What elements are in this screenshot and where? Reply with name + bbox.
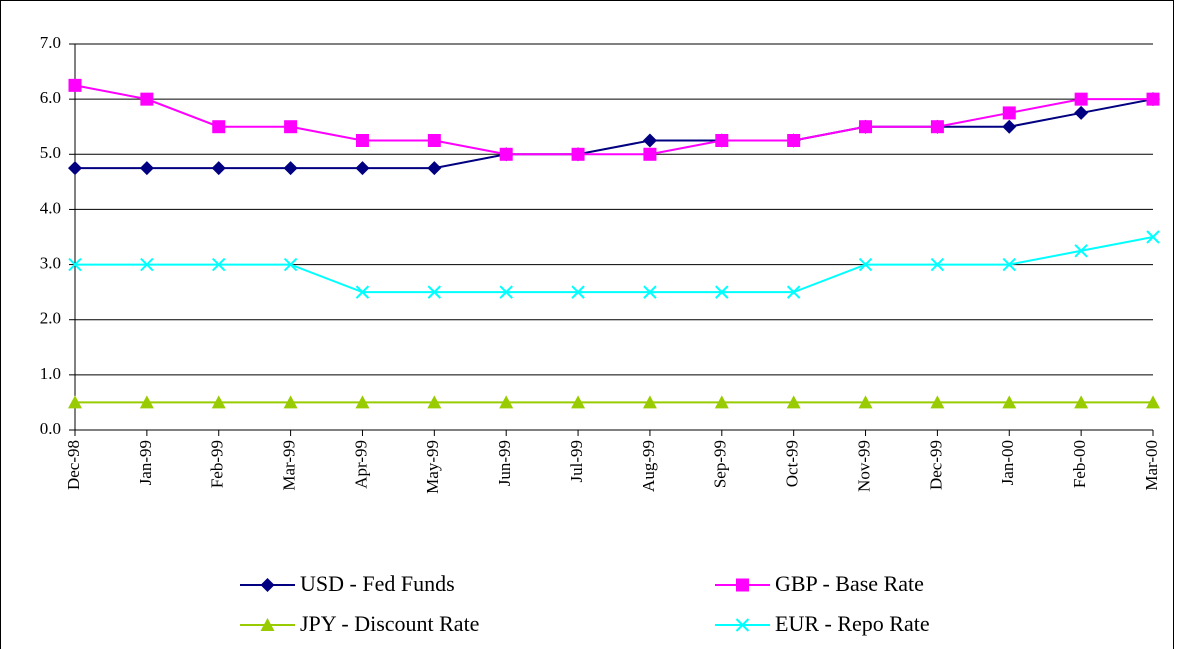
x-tick-label: May-99: [423, 440, 442, 494]
x-tick-label: Jul-99: [567, 440, 586, 483]
x-tick-label: Mar-00: [1142, 440, 1161, 491]
series-line: [75, 236, 1154, 294]
marker: [858, 395, 873, 409]
marker: [930, 395, 945, 409]
marker: [211, 161, 226, 176]
x-tick-label: Mar-99: [280, 440, 299, 491]
marker: [859, 120, 873, 134]
marker: [1002, 395, 1017, 409]
marker: [571, 147, 585, 161]
marker: [714, 395, 729, 409]
marker: [427, 395, 442, 409]
legend-label: JPY - Discount Rate: [300, 611, 479, 636]
marker: [355, 285, 370, 299]
marker: [139, 161, 154, 176]
marker: [1074, 105, 1089, 120]
y-tick-label: 4.0: [40, 198, 61, 217]
marker: [355, 161, 370, 176]
marker: [1146, 230, 1160, 244]
y-tick-label: 7.0: [40, 33, 61, 52]
y-tick-label: 0.0: [40, 419, 61, 438]
marker: [1074, 92, 1088, 106]
marker: [283, 257, 298, 272]
x-tick-label: Apr-99: [351, 440, 370, 489]
marker: [68, 161, 82, 176]
marker: [1146, 395, 1160, 409]
marker: [499, 147, 513, 161]
marker: [355, 134, 369, 147]
marker: [643, 147, 657, 161]
marker: [642, 395, 657, 409]
marker: [736, 578, 749, 592]
marker: [571, 395, 586, 409]
marker: [735, 618, 750, 632]
marker: [212, 257, 226, 272]
marker: [499, 285, 513, 299]
marker: [140, 257, 154, 272]
x-tick-label: Jan-99: [136, 440, 155, 485]
x-tick-label: Feb-99: [208, 440, 227, 488]
marker: [930, 120, 944, 134]
x-tick-label: Nov-99: [854, 440, 873, 492]
series-line: [74, 84, 1153, 156]
marker: [283, 395, 298, 409]
marker: [1146, 92, 1160, 106]
marker: [284, 120, 298, 134]
x-tick-label: Oct-99: [783, 440, 802, 487]
y-tick-label: 1.0: [40, 364, 61, 383]
marker: [715, 285, 729, 299]
y-tick-label: 6.0: [40, 88, 61, 107]
marker: [139, 395, 154, 409]
legend-label: GBP - Base Rate: [775, 571, 924, 596]
marker: [858, 257, 873, 272]
x-tick-label: Feb-00: [1070, 440, 1089, 488]
marker: [211, 395, 226, 409]
marker: [787, 134, 801, 147]
x-tick-label: Jan-00: [998, 440, 1017, 485]
series-line: [75, 98, 1154, 170]
marker: [642, 133, 657, 148]
marker: [499, 395, 514, 409]
x-tick-label: Dec-99: [926, 440, 945, 490]
y-tick-label: 3.0: [40, 253, 61, 272]
marker: [786, 395, 801, 409]
marker: [427, 161, 442, 176]
marker: [1002, 119, 1017, 134]
marker: [355, 395, 370, 409]
x-tick-label: Aug-99: [639, 440, 658, 492]
x-tick-label: Dec-98: [64, 440, 83, 490]
marker: [1002, 106, 1016, 120]
marker: [715, 134, 729, 147]
legend-label: USD - Fed Funds: [300, 571, 455, 596]
marker: [1074, 244, 1088, 258]
y-tick-label: 2.0: [40, 309, 61, 328]
marker: [260, 578, 275, 592]
marker: [68, 395, 82, 409]
marker: [68, 78, 82, 92]
marker: [212, 120, 226, 134]
marker: [571, 285, 585, 299]
marker: [283, 161, 298, 176]
marker: [68, 257, 82, 272]
marker: [930, 257, 945, 272]
legend-label: EUR - Repo Rate: [775, 611, 930, 636]
marker: [140, 92, 154, 106]
x-tick-label: Jun-99: [495, 440, 514, 486]
x-tick-label: Sep-99: [711, 440, 730, 488]
marker: [260, 618, 275, 631]
marker: [643, 285, 657, 299]
marker: [427, 134, 441, 147]
y-tick-label: 5.0: [40, 143, 61, 162]
marker: [1074, 395, 1089, 409]
marker: [1002, 257, 1016, 272]
marker: [786, 285, 801, 299]
marker: [427, 285, 442, 299]
